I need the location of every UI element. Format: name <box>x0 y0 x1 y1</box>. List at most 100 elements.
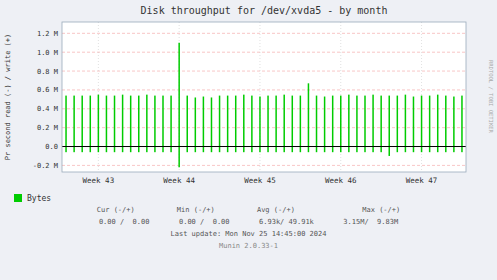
plot-area <box>62 22 466 172</box>
zero-line <box>62 146 466 147</box>
spike <box>308 147 310 153</box>
spike <box>421 96 423 147</box>
x-tick-label: Week 44 <box>163 176 195 185</box>
grid-line <box>62 146 466 147</box>
chart: Disk throughput for /dev/xvda5 - by mont… <box>0 0 497 280</box>
spike <box>178 43 180 147</box>
spike <box>251 147 253 153</box>
spike <box>405 95 407 147</box>
spike <box>283 95 285 147</box>
spike <box>324 97 326 147</box>
grid-line <box>259 22 260 172</box>
title: Disk throughput for /dev/xvda5 - by mont… <box>141 5 388 16</box>
spike <box>154 96 156 147</box>
spike <box>227 147 229 153</box>
spike <box>98 95 100 147</box>
spike <box>348 95 350 147</box>
footer-text: Munin 2.0.33-1 <box>219 242 278 250</box>
spike <box>372 147 374 153</box>
spike <box>162 147 164 153</box>
spike <box>364 96 366 147</box>
spike <box>106 147 108 153</box>
spike <box>81 96 83 147</box>
spike <box>356 96 358 147</box>
spike <box>461 147 463 153</box>
spike <box>186 147 188 153</box>
spike <box>356 147 358 153</box>
spike <box>130 96 132 147</box>
spike <box>235 96 237 147</box>
spike <box>259 147 261 153</box>
x-tick-label: Week 43 <box>83 176 115 185</box>
spike <box>203 147 205 153</box>
spike <box>324 147 326 153</box>
footer-text: 0.00 / 0.00 0.00 / 0.00 6.93k/ 49.91k 3.… <box>99 218 398 226</box>
spike <box>243 147 245 153</box>
spike <box>114 147 116 153</box>
spike <box>65 147 67 153</box>
y-tick-label: 1.0 M <box>37 49 58 57</box>
x-tick-label: Week 46 <box>325 176 357 185</box>
grid-line <box>421 22 422 172</box>
spike <box>437 147 439 153</box>
spike <box>170 96 172 147</box>
spike <box>388 96 390 147</box>
spike <box>81 147 83 153</box>
spike <box>429 147 431 153</box>
spike <box>211 147 213 153</box>
spike <box>300 147 302 153</box>
x-tick-label: Week 47 <box>406 176 438 185</box>
y-axis-label: Pr second read (-) / write (+) <box>4 34 12 160</box>
x-tick-label: Week 45 <box>244 176 276 185</box>
spike <box>453 147 455 153</box>
spike <box>364 147 366 153</box>
spike <box>405 147 407 153</box>
spike <box>122 95 124 147</box>
spike <box>186 96 188 147</box>
spike <box>138 147 140 153</box>
spike <box>146 95 148 147</box>
spike <box>397 96 399 147</box>
footer-text: Cur (-/+) Min (-/+) Avg (-/+) Max (-/+) <box>97 206 400 214</box>
y-tick-label: 0.4 M <box>37 105 58 113</box>
spike <box>154 147 156 153</box>
y-tick-label: 0.2 M <box>37 124 58 132</box>
grid-line <box>98 22 99 172</box>
spike <box>203 97 205 147</box>
grid-line <box>62 33 466 34</box>
spike <box>332 147 334 153</box>
spike <box>106 96 108 147</box>
y-tick-label: 0.8 M <box>37 68 58 76</box>
spike <box>283 147 285 153</box>
spike <box>316 147 318 153</box>
marks <box>65 43 462 168</box>
spike <box>380 96 382 147</box>
spike <box>413 147 415 153</box>
spike <box>413 97 415 147</box>
spike <box>195 147 197 153</box>
grid-line <box>62 165 466 166</box>
spike <box>251 96 253 147</box>
spike <box>146 147 148 153</box>
spike <box>429 96 431 147</box>
spike <box>170 147 172 153</box>
spike <box>211 97 213 146</box>
y-tick-label: -0.2 M <box>33 162 58 170</box>
grid-line <box>179 22 180 172</box>
spike <box>178 147 180 168</box>
grid-line <box>340 22 341 172</box>
spike <box>227 96 229 147</box>
spike <box>73 96 75 147</box>
spike <box>461 96 463 147</box>
spike <box>372 95 374 147</box>
spike <box>90 96 92 147</box>
grid-line <box>62 52 466 53</box>
spike <box>453 97 455 147</box>
spike <box>397 147 399 153</box>
grid-line <box>62 89 466 90</box>
spike <box>243 95 245 147</box>
y-tick-label: 0.0 <box>45 143 58 151</box>
spike <box>235 147 237 153</box>
spike <box>122 147 124 153</box>
spike <box>445 147 447 153</box>
